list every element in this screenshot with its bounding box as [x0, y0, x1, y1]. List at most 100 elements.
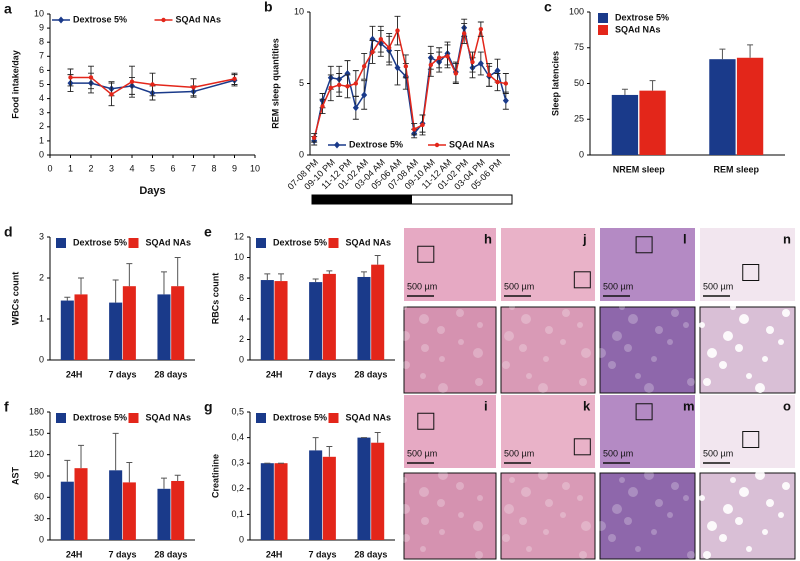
panel-letter: g — [204, 399, 213, 415]
y-tick-label: 5 — [299, 78, 304, 88]
bar — [357, 276, 371, 360]
point — [129, 79, 135, 84]
texture — [667, 339, 673, 345]
error-bar — [160, 477, 167, 489]
texture — [635, 546, 641, 552]
texture — [473, 348, 483, 358]
point — [320, 104, 325, 109]
point — [191, 85, 196, 90]
y-tick-label: 60 — [34, 492, 44, 502]
texture — [699, 322, 705, 328]
error-bar — [719, 48, 726, 60]
texture — [730, 304, 736, 310]
texture — [624, 517, 632, 525]
histology-panel: i 500 µm — [400, 395, 497, 560]
x-tick-label: 7 days — [108, 369, 136, 379]
y-tick-label: 50 — [574, 78, 584, 88]
legend-label: Dextrose 5% — [73, 14, 127, 24]
texture — [739, 487, 749, 497]
y-tick-label: 0 — [299, 149, 304, 159]
texture — [400, 504, 410, 514]
texture — [778, 512, 784, 518]
bar — [309, 450, 323, 540]
point — [395, 28, 400, 33]
texture — [766, 499, 774, 507]
texture — [521, 314, 531, 324]
texture — [562, 482, 570, 490]
texture — [651, 356, 657, 362]
texture — [628, 487, 638, 497]
zoom-image — [403, 306, 497, 394]
x-tick-label: 7 days — [308, 549, 336, 559]
texture — [762, 529, 768, 535]
point — [336, 82, 342, 88]
panel-letter: o — [783, 398, 791, 413]
x-tick-label: 24H — [66, 369, 83, 379]
texture — [562, 309, 570, 317]
y-tick-label: 3 — [39, 231, 44, 241]
point — [370, 49, 375, 55]
y-tick-label: 8 — [239, 272, 244, 282]
texture — [707, 521, 717, 531]
texture — [683, 495, 689, 501]
texture — [519, 344, 527, 352]
error-bar — [160, 271, 167, 295]
y-axis-label: Creatinine — [210, 454, 220, 498]
texture — [439, 529, 445, 535]
panel-letter: n — [783, 231, 791, 246]
y-tick-label: 0,4 — [231, 432, 244, 442]
y-tick-label: 1 — [39, 313, 44, 323]
texture — [683, 322, 689, 328]
panel-letter: k — [583, 398, 591, 413]
point — [494, 67, 501, 75]
y-axis-label: RBCs count — [210, 273, 220, 325]
panel-letter: a — [4, 1, 12, 17]
texture — [538, 383, 548, 393]
texture — [439, 356, 445, 362]
texture — [655, 326, 663, 334]
texture — [635, 373, 641, 379]
y-axis-label: Food intake/day — [10, 50, 20, 119]
texture — [402, 534, 410, 542]
bar — [274, 463, 288, 540]
texture — [655, 499, 663, 507]
histology-panel: h 500 µm — [400, 228, 497, 394]
texture — [545, 499, 553, 507]
error-bar — [278, 273, 285, 282]
chart-panel: f 0 30 60 90 120 150 180 AST 24H 7 days 28 days Dext… — [4, 399, 195, 559]
zoom-box — [573, 438, 591, 456]
error-bar — [78, 444, 85, 469]
zoom-box — [573, 271, 591, 289]
texture — [699, 495, 705, 501]
point — [334, 141, 340, 149]
zoom-box — [417, 412, 435, 430]
point — [68, 75, 73, 80]
texture — [628, 314, 638, 324]
y-tick-label: 2 — [39, 272, 44, 282]
texture — [612, 504, 622, 514]
y-tick-label: 6 — [239, 293, 244, 303]
bar — [60, 300, 74, 360]
texture — [475, 551, 483, 559]
point — [378, 36, 384, 42]
x-tick-label: 8 — [211, 163, 216, 173]
zoom-image — [500, 306, 596, 394]
histology-image — [600, 228, 695, 301]
error-bar — [326, 270, 333, 274]
y-tick-label: 25 — [574, 114, 584, 124]
histology-panel: l 500 µm — [596, 228, 696, 394]
panel-letter: f — [4, 399, 9, 415]
point — [311, 135, 317, 141]
bar — [322, 273, 336, 360]
legend-label: Dextrose 5% — [615, 12, 669, 22]
histology-panel: o 500 µm — [699, 395, 796, 560]
texture — [456, 482, 464, 490]
zoom-image — [599, 472, 696, 560]
legend-label: Dextrose 5% — [73, 237, 127, 247]
y-tick-label: 120 — [29, 449, 44, 459]
texture — [509, 304, 515, 310]
y-tick-label: 5 — [39, 79, 44, 89]
point — [353, 81, 359, 86]
y-tick-label: 90 — [34, 470, 44, 480]
point — [150, 82, 155, 87]
